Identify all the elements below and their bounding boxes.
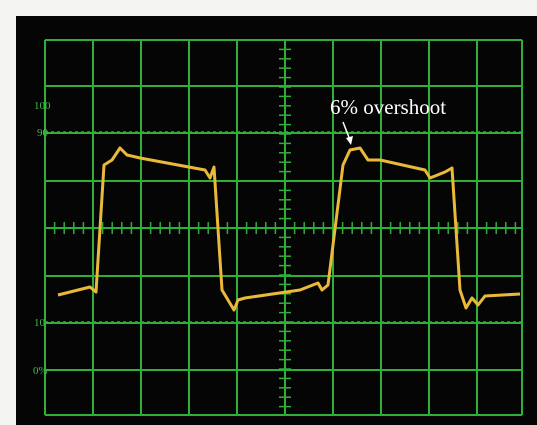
annotation-arrow <box>342 121 351 141</box>
screen <box>16 16 537 425</box>
annotation-arrowhead <box>346 136 353 145</box>
overshoot-annotation: 6% overshoot <box>330 95 446 119</box>
waveform-trace <box>57 146 521 312</box>
scale-label: 90 <box>37 127 49 139</box>
scale-label: 0% <box>33 365 48 377</box>
scale-label: 100 <box>34 100 51 112</box>
graticule <box>44 39 523 416</box>
scale-label: 10 <box>34 317 46 329</box>
